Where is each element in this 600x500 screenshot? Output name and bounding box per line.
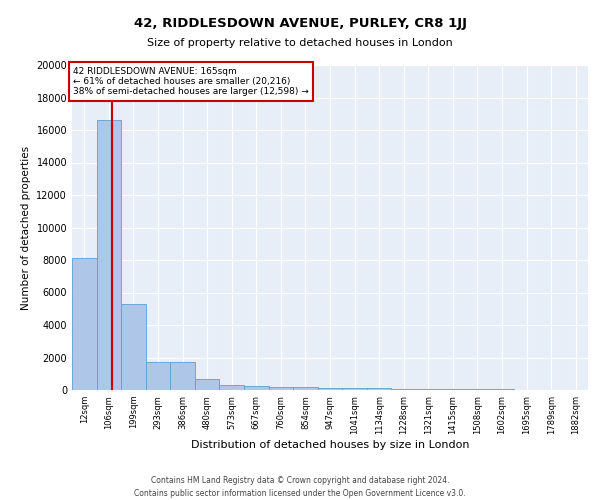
Bar xyxy=(220,385,244,390)
X-axis label: Distribution of detached houses by size in London: Distribution of detached houses by size … xyxy=(191,440,469,450)
Text: Size of property relative to detached houses in London: Size of property relative to detached ho… xyxy=(147,38,453,48)
Bar xyxy=(391,388,416,390)
Bar xyxy=(269,387,293,390)
Bar xyxy=(195,378,220,390)
Bar xyxy=(367,388,391,390)
Bar xyxy=(121,304,146,390)
Bar xyxy=(72,258,97,390)
Text: 42, RIDDLESDOWN AVENUE, PURLEY, CR8 1JJ: 42, RIDDLESDOWN AVENUE, PURLEY, CR8 1JJ xyxy=(133,18,467,30)
Bar xyxy=(342,388,367,390)
Bar xyxy=(440,389,465,390)
Bar xyxy=(244,386,269,390)
Bar xyxy=(318,388,342,390)
Text: Contains HM Land Registry data © Crown copyright and database right 2024.: Contains HM Land Registry data © Crown c… xyxy=(151,476,449,485)
Bar xyxy=(465,389,490,390)
Y-axis label: Number of detached properties: Number of detached properties xyxy=(21,146,31,310)
Text: Contains public sector information licensed under the Open Government Licence v3: Contains public sector information licen… xyxy=(134,488,466,498)
Bar xyxy=(293,387,318,390)
Bar xyxy=(416,389,440,390)
Bar xyxy=(146,362,170,390)
Bar xyxy=(170,362,195,390)
Text: 42 RIDDLESDOWN AVENUE: 165sqm
← 61% of detached houses are smaller (20,216)
38% : 42 RIDDLESDOWN AVENUE: 165sqm ← 61% of d… xyxy=(73,66,309,96)
Bar xyxy=(97,120,121,390)
